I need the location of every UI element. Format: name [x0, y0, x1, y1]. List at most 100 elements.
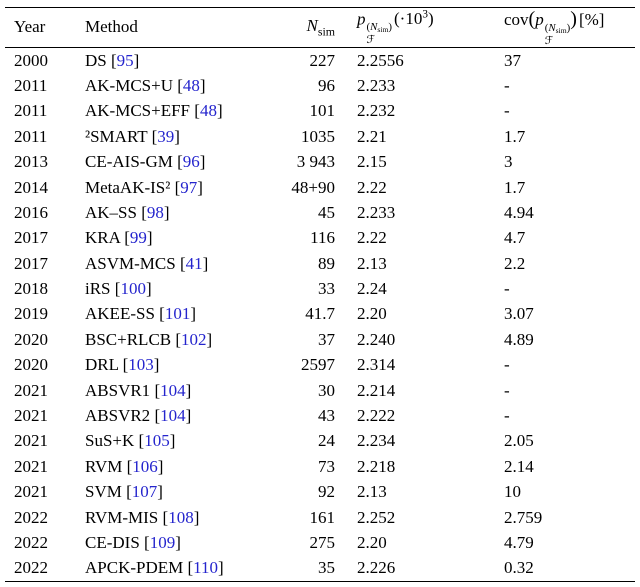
cell-year: 2021 — [14, 482, 48, 502]
cell-pf: 2.13 — [357, 482, 387, 502]
cite-bracket-open: [ — [121, 482, 132, 502]
col-header-year: Year — [5, 7, 76, 48]
citation-link[interactable]: 39 — [157, 126, 175, 146]
cell-pf: 2.233 — [357, 75, 396, 95]
cell-year: 2020 — [14, 355, 48, 375]
cite-bracket-open: [ — [119, 228, 130, 248]
cell-nsim: 37 — [318, 329, 335, 349]
table-row: 2011 AK-MCS+EFF [48] 101 2.232 - — [5, 99, 635, 124]
cell-pf: 2.233 — [357, 202, 396, 222]
table-row: 2013 CE-AIS-GM [96] 3 943 2.15 3 — [5, 149, 635, 174]
table-row: 2021 ABSVR1 [104] 30 2.214 - — [5, 378, 635, 403]
method-name: RVM-MIS — [85, 507, 159, 527]
citation-link[interactable]: 104 — [160, 406, 186, 426]
col-header-pf: p (Nsim) ℱ (·103) — [337, 7, 488, 48]
cell-cov: - — [504, 406, 510, 426]
table-row: 2020 DRL [103] 2597 2.314 - — [5, 353, 635, 378]
table-row: 2021 RVM [106] 73 2.218 2.14 — [5, 454, 635, 479]
citation-link[interactable]: 101 — [164, 304, 191, 324]
results-table: Year Method Nsim p (Nsim) ℱ (·103) cov(p (Ns… — [5, 7, 635, 583]
cell-method: ABSVR1 [104] — [76, 378, 268, 403]
nsim-subscript: sim — [317, 24, 335, 39]
cite-bracket-close: ] — [206, 329, 213, 349]
citation-link[interactable]: 48 — [199, 101, 217, 121]
citation-link[interactable]: 106 — [132, 456, 158, 476]
pf-subscript: ℱ — [366, 33, 376, 47]
cite-bracket-open: [ — [136, 202, 147, 222]
citation-link[interactable]: 105 — [144, 431, 170, 451]
citation-link[interactable]: 48 — [182, 75, 200, 95]
cell-pf: 2.24 — [357, 279, 387, 299]
cite-bracket-close: ] — [197, 177, 203, 197]
cell-pf: 2.2556 — [357, 50, 404, 70]
cell-year: 2011 — [14, 75, 48, 95]
method-name: ABSVR2 — [85, 406, 151, 426]
cell-method: SuS+K [105] — [76, 429, 268, 454]
method-name: ABSVR1 — [85, 380, 151, 400]
citation-link[interactable]: 103 — [128, 355, 154, 375]
cell-year: 2011 — [14, 101, 48, 121]
method-name: AKEE-SS — [85, 304, 155, 324]
cite-bracket-open: [ — [150, 406, 161, 426]
method-name: RVM — [85, 456, 123, 476]
cell-cov: 4.89 — [504, 329, 534, 349]
table-row: 2019 AKEE-SS [101] 41.7 2.20 3.07 — [5, 302, 635, 327]
citation-link[interactable]: 99 — [129, 228, 147, 248]
cell-method: BSC+RLCB [102] — [76, 327, 268, 352]
paper-table-page: Year Method Nsim p (Nsim) ℱ (·103) cov(p (Ns… — [0, 7, 640, 587]
pf-symbol: p — [357, 9, 366, 29]
table-row: 2021 SVM [107] 92 2.13 10 — [5, 480, 635, 505]
table-row: 2017 KRA [99] 116 2.22 4.7 — [5, 226, 635, 251]
cite-bracket-close: ] — [185, 380, 192, 400]
cell-method: CE-AIS-GM [96] — [76, 149, 268, 174]
cell-cov: 0.32 — [504, 558, 534, 578]
cell-year: 2021 — [14, 456, 48, 476]
cell-nsim: 2597 — [301, 355, 335, 375]
method-name: SVM — [85, 482, 122, 502]
cite-bracket-open: [ — [171, 329, 182, 349]
table-row: 2011 ²SMART [39] 1035 2.21 1.7 — [5, 124, 635, 149]
cell-cov: - — [504, 101, 510, 121]
citation-link[interactable]: 102 — [181, 329, 207, 349]
cell-method: AK-MCS+U [48] — [76, 73, 268, 98]
cell-year: 2017 — [14, 253, 48, 273]
citation-link[interactable]: 108 — [168, 507, 194, 527]
cell-nsim: 3 943 — [296, 152, 335, 172]
cite-bracket-open: [ — [118, 355, 129, 375]
cell-cov: 4.7 — [504, 228, 526, 248]
method-name: ²SMART — [85, 126, 148, 146]
method-name: AK-MCS+U — [85, 75, 173, 95]
citation-link[interactable]: 109 — [149, 532, 176, 552]
cell-year: 2021 — [14, 431, 48, 451]
cov-unit: [%] — [578, 10, 605, 29]
citation-link[interactable]: 98 — [146, 202, 164, 222]
citation-link[interactable]: 41 — [185, 253, 203, 273]
table-row: 2017 ASVM-MCS [41] 89 2.13 2.2 — [5, 251, 635, 276]
cite-bracket-open: [ — [173, 75, 183, 95]
citation-link[interactable]: 97 — [180, 177, 198, 197]
cite-bracket-open: [ — [147, 126, 158, 146]
cite-bracket-close: ] — [199, 152, 206, 172]
cell-nsim: 48+90 — [291, 177, 335, 197]
cell-year: 2022 — [14, 558, 48, 578]
cell-nsim: 92 — [318, 482, 335, 502]
table-row: 2016 AK–SS [98] 45 2.233 4.94 — [5, 200, 635, 225]
citation-link[interactable]: 100 — [120, 279, 146, 299]
citation-link[interactable]: 95 — [116, 50, 134, 70]
citation-link[interactable]: 110 — [193, 558, 219, 578]
cell-cov: 1.7 — [504, 177, 526, 197]
cite-bracket-open: [ — [110, 279, 121, 299]
cell-cov: 2.05 — [504, 431, 534, 451]
method-name: APCK-PDEM — [85, 558, 184, 578]
cov-function: cov — [504, 10, 529, 29]
cell-pf: 2.21 — [357, 126, 387, 146]
citation-link[interactable]: 104 — [160, 380, 186, 400]
cell-nsim: 1035 — [301, 126, 335, 146]
citation-link[interactable]: 107 — [131, 482, 158, 502]
cite-bracket-close: ] — [202, 253, 209, 273]
nsim-symbol: N — [306, 15, 318, 35]
citation-link[interactable]: 96 — [182, 152, 200, 172]
table-row: 2011 AK-MCS+U [48] 96 2.233 - — [5, 73, 635, 98]
pf-supsub: (Nsim) ℱ — [366, 21, 393, 47]
cite-bracket-close: ] — [218, 558, 224, 578]
